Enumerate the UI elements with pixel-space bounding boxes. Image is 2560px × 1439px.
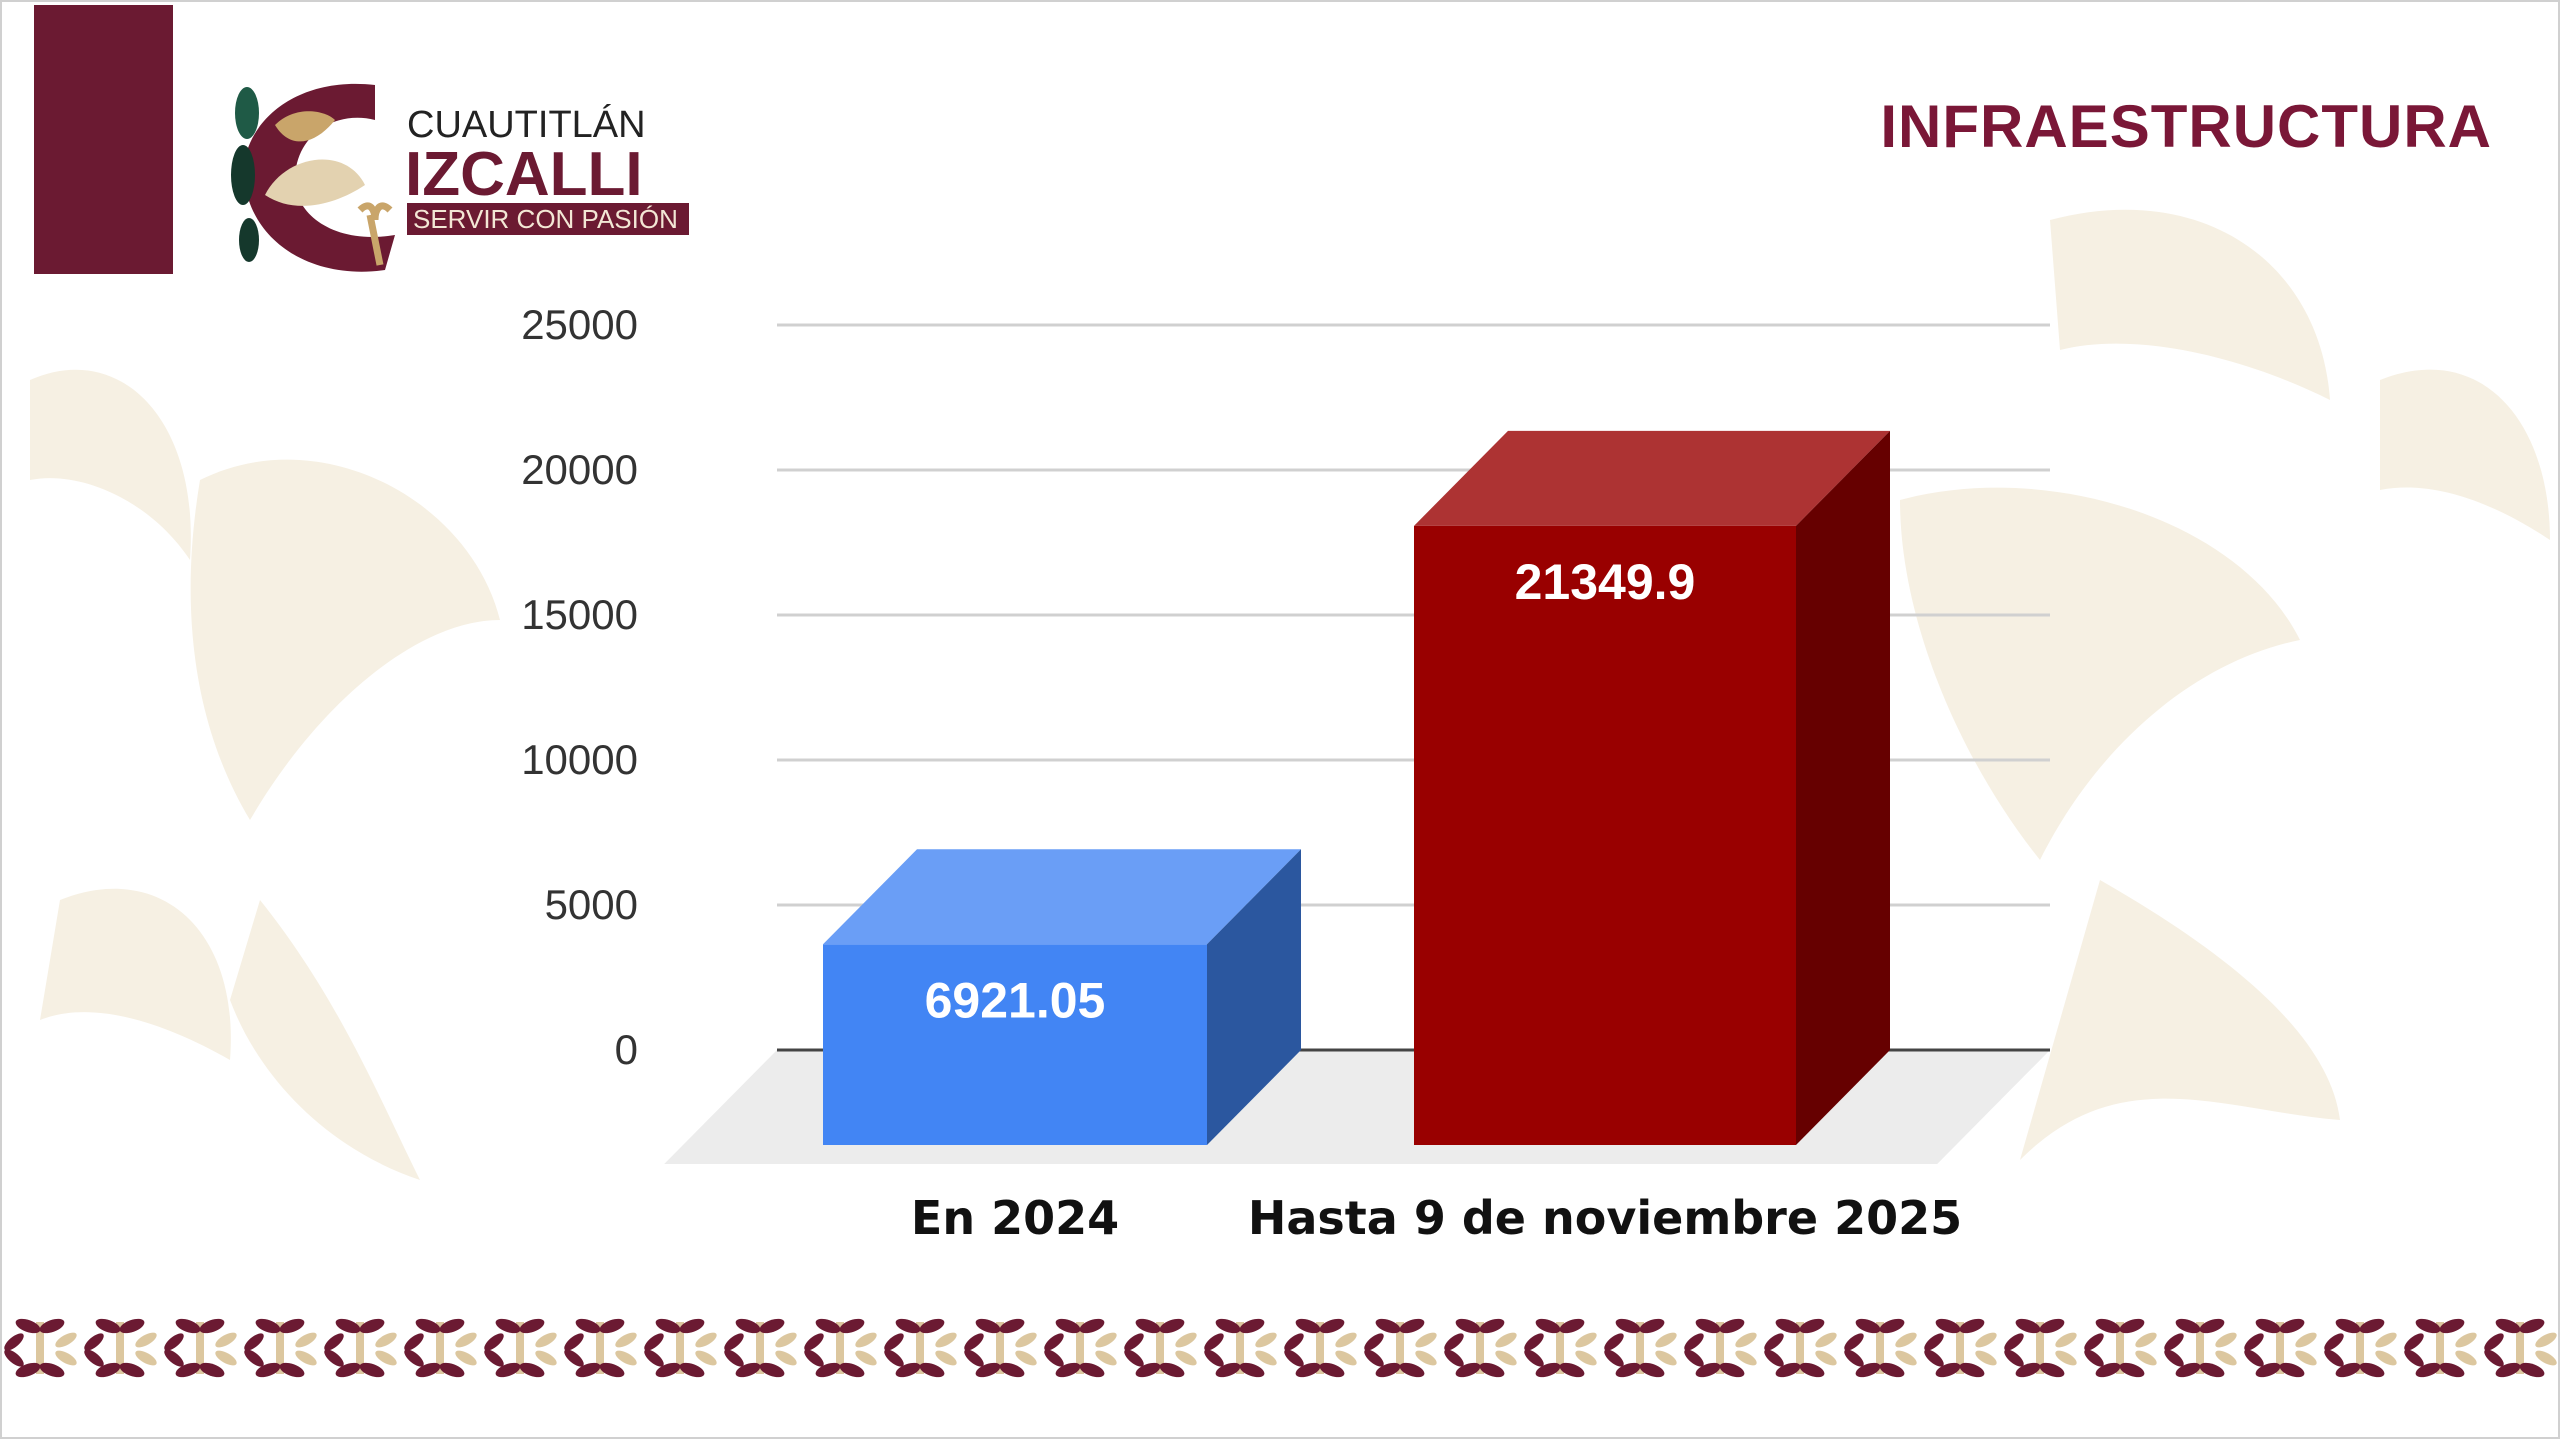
leaf-motif — [884, 1318, 957, 1378]
dove-watermark-right — [1900, 209, 2550, 1160]
logo-tagline: SERVIR CON PASIÓN — [413, 204, 678, 234]
x-category-label: En 2024 — [911, 1191, 1119, 1245]
leaf-motif — [2084, 1318, 2157, 1378]
leaf-motif — [1924, 1318, 1997, 1378]
leaf-motif — [964, 1318, 1037, 1378]
leaf-motif — [1604, 1318, 1677, 1378]
bar-side — [1207, 849, 1301, 1145]
y-tick-label: 15000 — [521, 591, 638, 638]
leaf-motif — [2324, 1318, 2397, 1378]
leaf-motif — [724, 1318, 797, 1378]
leaf-motif — [324, 1318, 397, 1378]
leaf-motif — [84, 1318, 157, 1378]
leaf-motif — [1684, 1318, 1757, 1378]
leaf-motif — [404, 1318, 477, 1378]
leaf-motif — [2404, 1318, 2477, 1378]
logo-text-cuautitlan: CUAUTITLÁN — [407, 103, 646, 146]
logo-text-izcalli: IZCALLI — [405, 140, 643, 209]
bar-front — [1414, 525, 1796, 1145]
y-tick-label: 0 — [615, 1026, 638, 1073]
y-tick-label: 25000 — [521, 301, 638, 348]
data-label: 6921.05 — [925, 972, 1106, 1028]
leaf-motif — [1524, 1318, 1597, 1378]
leaf-motif — [2004, 1318, 2077, 1378]
maroon-header-block — [34, 5, 173, 274]
y-tick-label: 5000 — [545, 881, 638, 928]
leaf-motif — [1284, 1318, 1357, 1378]
bar-top — [823, 849, 1301, 945]
leaf-motif — [1044, 1318, 1117, 1378]
leaf-motif — [564, 1318, 637, 1378]
leaf-motif — [804, 1318, 877, 1378]
leaf-motif — [1204, 1318, 1277, 1378]
leaf-motif — [484, 1318, 557, 1378]
bar-front — [823, 944, 1207, 1145]
bar-top — [1414, 430, 1890, 526]
dove-watermark-left — [30, 369, 500, 1180]
leaf-motif — [1124, 1318, 1197, 1378]
cuautitlan-izcalli-logo: CUAUTITLÁN IZCALLI SERVIR CON PASIÓN — [231, 83, 689, 272]
footer-leaf-pattern — [4, 1318, 2557, 1378]
leaf-motif — [164, 1318, 237, 1378]
y-tick-label: 20000 — [521, 446, 638, 493]
data-label: 21349.9 — [1515, 554, 1696, 610]
bar-side — [1796, 430, 1890, 1145]
y-tick-label: 10000 — [521, 736, 638, 783]
leaf-motif — [2484, 1318, 2557, 1378]
leaf-motif — [1844, 1318, 1917, 1378]
leaf-motif — [644, 1318, 717, 1378]
leaf-motif — [244, 1318, 317, 1378]
page-title: INFRAESTRUCTURA — [1880, 93, 2492, 160]
leaf-motif — [2164, 1318, 2237, 1378]
leaf-motif — [2244, 1318, 2317, 1378]
leaf-motif — [1364, 1318, 1437, 1378]
leaf-motif — [4, 1318, 77, 1378]
leaf-motif — [1444, 1318, 1517, 1378]
x-category-label: Hasta 9 de noviembre 2025 — [1248, 1191, 1962, 1245]
leaf-motif — [1764, 1318, 1837, 1378]
